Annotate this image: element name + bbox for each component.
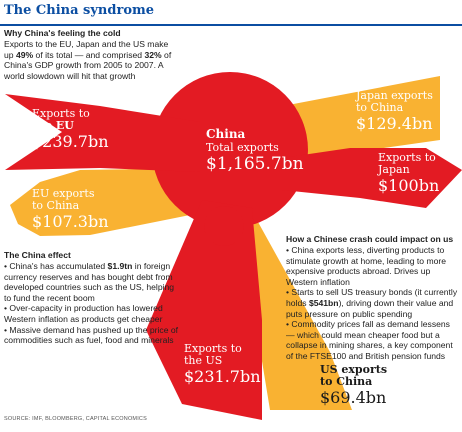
list-item: • Over-capacity in production has lowere…	[4, 303, 163, 324]
label-line: Japan exports	[356, 89, 433, 102]
label-line: Exports to	[378, 151, 436, 164]
label-exports-to-japan: Exports to Japan $100bn	[378, 151, 440, 196]
list-item: • China exports less, diverting products…	[286, 245, 447, 287]
crash-impact-heading: How a Chinese crash could impact on us	[286, 234, 454, 244]
label-line: the EU	[32, 119, 74, 132]
list-item-text: Commodity prices fall as demand lessens …	[286, 319, 453, 361]
arrow-exports-to-japan	[282, 148, 462, 208]
label-line: to China	[320, 375, 373, 388]
list-item-text: Massive demand has pushed up the price o…	[4, 324, 179, 346]
label-value: $129.4bn	[356, 114, 433, 133]
hub-label: China Total exports $1,165.7bn	[206, 127, 304, 175]
label-line: to China	[32, 199, 80, 212]
hub-sub: Total exports	[206, 141, 279, 154]
title-bar: The China syndrome	[0, 0, 462, 26]
label-japan-exports-to-china: Japan exports to China $129.4bn	[356, 89, 433, 134]
china-effect-heading: The China effect	[4, 250, 71, 260]
page-title: The China syndrome	[4, 3, 155, 18]
intro-stat-share: 49%	[15, 49, 34, 60]
hub-name: China	[206, 127, 246, 141]
label-value: $231.7bn	[184, 367, 261, 386]
intro-stat-gdp: 32%	[144, 49, 162, 60]
list-item: • Starts to sell US treasury bonds (it c…	[286, 287, 458, 319]
label-line: to China	[356, 101, 404, 114]
crash-impact-block: How a Chinese crash could impact on us •…	[286, 234, 458, 362]
list-item: • Massive demand has pushed up the price…	[4, 324, 179, 346]
label-value: $107.3bn	[32, 212, 109, 231]
crash-impact-list: • China exports less, diverting products…	[286, 245, 458, 362]
intro-text-part: of its total — and comprised	[33, 49, 145, 60]
label-exports-to-eu: Exports to the EU $239.7bn	[32, 107, 109, 152]
intro-block: Why China's feeling the cold Exports to …	[4, 28, 172, 81]
stat-treasury-bonds: $541bn	[308, 297, 339, 308]
source-note: SOURCE: IMF, BLOOMBERG, CAPITAL ECONOMIC…	[4, 416, 147, 422]
china-hub-circle	[152, 72, 308, 228]
intro-text-part: of China's GDP growth from 2005 to 2007.…	[4, 49, 172, 81]
label-line: EU exports	[32, 187, 95, 200]
list-item-text: Starts to sell US treasury bonds (it cur…	[286, 287, 458, 308]
label-line: Japan	[378, 163, 410, 176]
china-effect-list: • China's has accumulated $1.9tn in fore…	[4, 261, 180, 346]
arrow-exports-to-eu	[5, 94, 200, 172]
list-item: • Commodity prices fall as demand lessen…	[286, 319, 453, 361]
intro-text: Exports to the EU, Japan and the US make…	[4, 39, 172, 81]
label-exports-to-us: Exports to the US $231.7bn	[184, 342, 261, 387]
label-value: $69.4bn	[320, 388, 387, 407]
list-item-text: Over-capacity in production has lowered …	[4, 303, 163, 324]
list-item-text: China exports less, diverting products t…	[286, 245, 447, 287]
china-effect-block: The China effect • China's has accumulat…	[4, 250, 180, 346]
arrow-eu-exports-to-china	[10, 168, 205, 236]
list-item-text: China's has accumulated	[9, 261, 108, 271]
label-line: US exports	[320, 363, 388, 376]
label-us-exports-to-china: US exports to China $69.4bn	[320, 363, 388, 408]
stat-reserves: $1.9tn	[107, 261, 133, 271]
label-line: Exports to	[32, 107, 90, 120]
hub-value: $1,165.7bn	[206, 154, 304, 174]
list-item-text: ), driving down their value and puts pre…	[286, 297, 454, 319]
label-eu-exports-to-china: EU exports to China $107.3bn	[32, 187, 109, 232]
intro-heading: Why China's feeling the cold	[4, 28, 121, 38]
label-line: the US	[184, 354, 223, 367]
intro-text-part: Exports to the EU, Japan and the US make…	[4, 39, 169, 60]
list-item: • China's has accumulated $1.9tn in fore…	[4, 261, 175, 303]
us-junction-knob	[204, 206, 244, 246]
label-value: $100bn	[378, 176, 440, 195]
list-item-text: in foreign currency reserves and has bou…	[4, 261, 175, 303]
label-value: $239.7bn	[32, 132, 109, 151]
label-line: Exports to	[184, 342, 242, 355]
arrow-exports-to-us	[146, 200, 262, 420]
